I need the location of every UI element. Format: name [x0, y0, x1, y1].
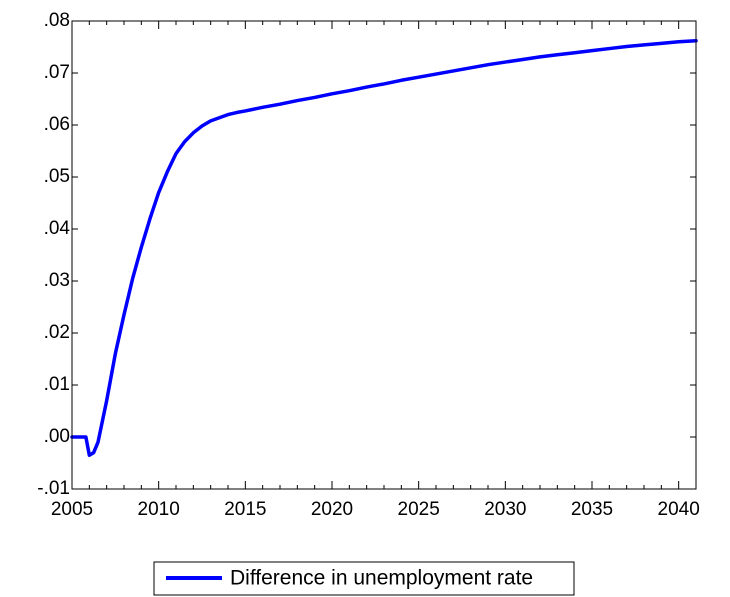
series-layer [70, 39, 698, 457]
y-tick-label: .08 [44, 10, 70, 31]
x-tick-label: 2005 [51, 499, 93, 520]
y-tick-label: -.01 [37, 478, 70, 499]
x-axis-ticks: 2005 2010 2015 2020 2025 2030 2035 2040 [51, 21, 700, 520]
x-tick-label: 2010 [138, 499, 180, 520]
legend: Difference in unemployment rate [153, 561, 575, 596]
x-tick-label: 2025 [398, 499, 440, 520]
y-tick-label: .04 [44, 218, 71, 239]
y-axis-ticks: -.01 .00 .01 .02 .03 .04 .05 .06 .07 .08 [37, 10, 696, 499]
legend-label: Difference in unemployment rate [230, 567, 533, 590]
series-line [70, 39, 698, 457]
x-tick-label: 2015 [224, 499, 266, 520]
x-tick-label: 2040 [658, 499, 700, 520]
x-tick-label: 2035 [571, 499, 613, 520]
y-tick-label: .00 [44, 426, 70, 447]
y-tick-label: .03 [44, 270, 70, 291]
y-tick-label: .02 [44, 322, 70, 343]
y-tick-label: .07 [44, 62, 70, 83]
x-tick-label: 2020 [311, 499, 353, 520]
y-tick-label: .05 [44, 166, 70, 187]
plot-area-frame [71, 20, 697, 490]
x-tick-label: 2030 [484, 499, 526, 520]
y-tick-label: .06 [44, 114, 70, 135]
legend-box [153, 561, 575, 596]
y-tick-label: .01 [44, 374, 70, 395]
